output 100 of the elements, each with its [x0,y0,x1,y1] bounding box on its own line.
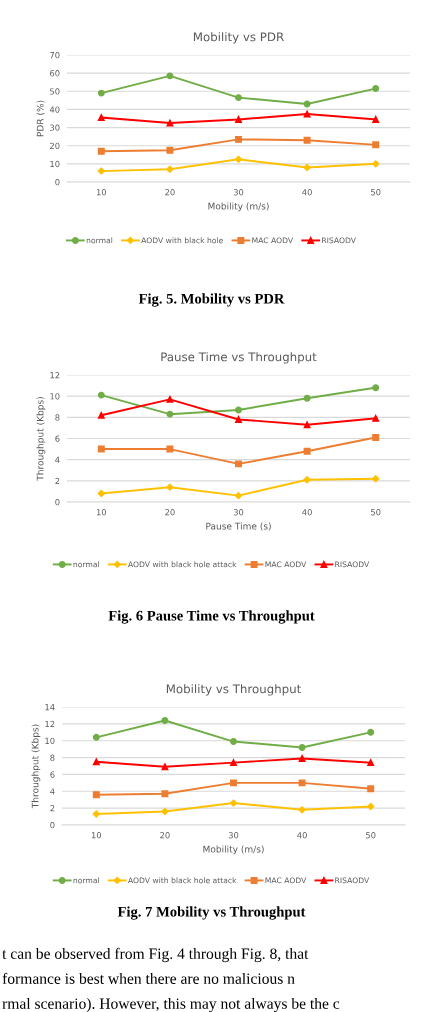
point [230,738,237,746]
point [161,717,169,724]
x-tick-label: 50 [366,832,376,839]
point [166,483,174,491]
point [166,119,174,127]
point [372,115,380,123]
point [161,790,169,798]
y-axis-title: Throughput (Kbps) [31,724,41,809]
x-tick-label: 30 [233,189,244,196]
point [97,445,105,453]
point [235,415,242,423]
y-tick-label: 2 [55,477,60,484]
point [303,100,311,108]
y-tick-label: 6 [50,771,55,778]
y-tick-label: 0 [55,178,60,186]
x-axis-title: Pause Time (s) [206,522,271,531]
point [97,147,105,155]
x-tick-label: 20 [160,832,170,839]
point [161,807,169,816]
point [298,779,306,787]
y-axis-title: Throughput (Kbps) [36,397,46,481]
point [230,759,237,767]
point [303,421,311,429]
point [97,489,105,498]
point [372,85,380,93]
x-tick-label: 50 [371,189,381,196]
y-tick-label: 40 [49,106,60,113]
point [303,110,311,118]
point [367,759,375,767]
point [298,743,306,751]
point [166,445,174,453]
point [298,754,306,762]
y-tick-label: 12 [45,720,55,728]
point [372,475,380,483]
x-tick-label: 20 [165,509,175,516]
point [166,165,174,173]
point [235,94,242,102]
y-tick-label: 10 [45,737,55,744]
point [234,155,243,163]
point [161,763,169,771]
chart-title: Mobility vs Throughput [166,684,301,696]
point [303,136,311,144]
x-tick-label: 30 [228,832,239,839]
y-tick-label: 10 [50,393,60,400]
point [372,384,380,392]
y-tick-label: 30 [50,124,60,131]
point [92,791,100,799]
x-tick-label: 40 [297,832,307,839]
x-tick-label: 10 [91,832,102,839]
y-tick-label: 8 [55,414,60,421]
y-tick-label: 4 [50,788,55,795]
chart-title: Mobility vs PDR [193,32,284,44]
x-tick-label: 10 [96,509,107,516]
point [235,115,242,123]
x-tick-label: 50 [371,509,381,516]
point [235,406,242,414]
y-tick-label: 0 [50,821,55,829]
caption: Fig. 6 Pause Time vs Throughput [108,610,315,624]
y-tick-label: 2 [50,805,55,812]
point [303,476,311,484]
point [97,114,105,122]
y-tick-label: 20 [50,142,60,149]
caption: Fig. 7 Mobility vs Throughput [117,906,306,920]
y-tick-label: 6 [55,435,60,442]
point [230,779,237,787]
point [367,728,375,736]
y-tick-label: 8 [50,754,55,761]
point [97,391,105,399]
point [303,163,311,172]
point [303,394,311,402]
point [92,810,100,818]
text: rmal scenario). However, this may not always be the c [2,997,340,1012]
x-tick-label: 40 [302,509,312,516]
point [372,433,380,441]
x-axis-title: Mobility (m/s) [203,845,264,855]
point [372,141,380,149]
point [298,806,306,814]
point [166,146,174,154]
point [372,160,380,168]
y-tick-label: 70 [50,51,60,59]
text: formance is best when there are no malicious n [2,972,295,984]
caption: Fig. 5. Mobility vs PDR [138,293,285,307]
y-tick-label: 12 [50,371,60,379]
point [166,72,174,80]
point [92,733,100,741]
point [235,135,242,143]
point [97,167,105,175]
y-tick-label: 50 [50,88,60,95]
point [166,395,174,403]
point [372,414,380,422]
point [303,447,311,455]
text: t can be observed from Fig. 4 through Fig. 8, that [2,947,309,963]
x-tick-label: 20 [165,189,175,196]
point [97,411,105,419]
y-tick-label: 60 [50,70,60,77]
y-tick-label: 0 [55,498,60,506]
point [229,799,238,807]
chart-title: Pause Time vs Throughput [161,352,317,364]
point [235,460,242,468]
y-tick-label: 14 [45,704,55,711]
